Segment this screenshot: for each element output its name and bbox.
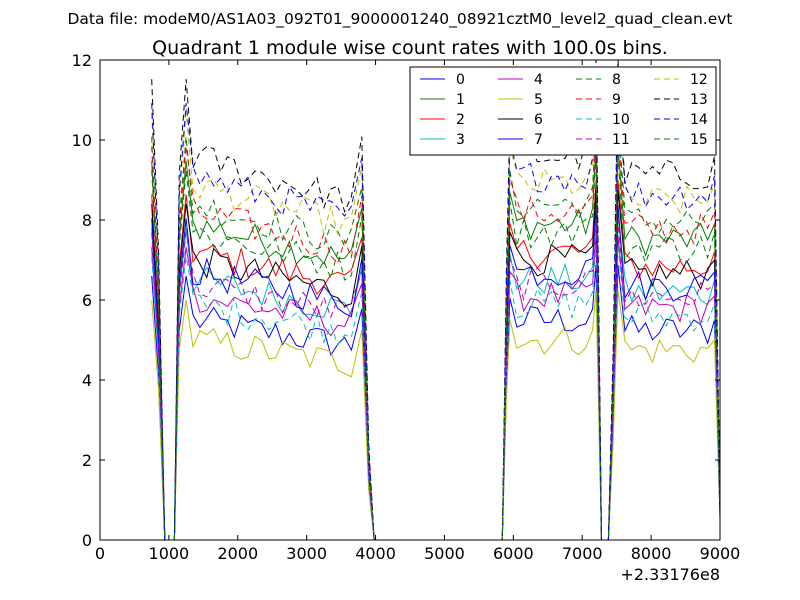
legend-label-8: 8 (612, 72, 621, 88)
x-tick-label-6: 6000 (493, 544, 534, 563)
x-tick-label-5: 5000 (424, 544, 465, 563)
y-tick-label-2: 4 (82, 371, 92, 390)
x-tick-label-7: 7000 (562, 544, 603, 563)
legend-label-1: 1 (456, 92, 465, 108)
legend-label-4: 4 (534, 72, 543, 88)
x-tick-label-2: 2000 (217, 544, 258, 563)
chart-title: Quadrant 1 module wise count rates with … (152, 37, 668, 59)
series-line-13 (151, 59, 721, 541)
x-tick-label-3: 3000 (286, 544, 327, 563)
legend-label-6: 6 (534, 112, 543, 128)
figure-suptitle: Data file: modeM0/AS1A03_092T01_90000012… (67, 10, 732, 29)
legend-label-9: 9 (612, 92, 621, 108)
y-tick-label-3: 6 (82, 291, 92, 310)
y-tick-label-6: 12 (72, 51, 92, 70)
legend-label-14: 14 (690, 112, 708, 128)
series-line-11 (151, 219, 721, 541)
legend-label-11: 11 (612, 132, 630, 148)
legend-label-5: 5 (534, 92, 543, 108)
legend-label-2: 2 (456, 112, 465, 128)
series-line-15 (151, 154, 721, 541)
legend-label-12: 12 (690, 72, 708, 88)
legend-label-0: 0 (456, 72, 465, 88)
x-tick-label-9: 9000 (700, 544, 741, 563)
legend-label-15: 15 (690, 132, 708, 148)
legend-frame (409, 66, 717, 156)
legend-label-10: 10 (612, 112, 630, 128)
x-offset-label: +2.33176e8 (620, 565, 720, 584)
legend-label-3: 3 (456, 132, 465, 148)
y-tick-label-1: 2 (82, 451, 92, 470)
x-tick-label-4: 4000 (355, 544, 396, 563)
x-tick-label-8: 8000 (631, 544, 672, 563)
plot-frame (99, 59, 721, 541)
y-tick-label-0: 0 (82, 531, 92, 550)
tick-layer: 0 1000 2000 3000 4000 5000 6000 7000 8000 9000 0 2 4… (72, 51, 741, 563)
x-tick-label-0: 0 (95, 544, 105, 563)
legend-label-7: 7 (534, 132, 543, 148)
y-tick-label-5: 10 (72, 131, 92, 150)
series-layer (151, 59, 721, 541)
x-tick-label-1: 1000 (149, 544, 190, 563)
legend-label-13: 13 (690, 92, 708, 108)
y-tick-label-4: 8 (82, 211, 92, 230)
